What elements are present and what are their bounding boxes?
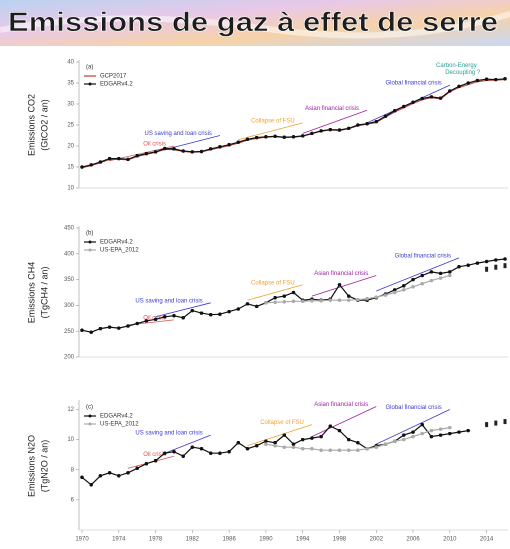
trend-line	[311, 406, 377, 437]
page-title: Emissions de gaz à effet de serre	[8, 7, 498, 37]
y-tick-label: 20	[67, 144, 74, 150]
trend-line	[376, 409, 450, 445]
y-tick-label: 25	[67, 123, 74, 129]
title-banner	[0, 0, 510, 46]
y-tick-label: 10	[67, 186, 74, 192]
legend-label: US-EPA_2012	[100, 422, 139, 428]
legend-label: EDGARv4.2	[100, 82, 133, 88]
annotation: Collapse of FSU	[251, 118, 295, 124]
x-tick-label: 1978	[149, 537, 163, 543]
legend-dot	[88, 422, 92, 426]
y-axis-label: Emissions CH4	[26, 262, 36, 324]
annotation: Carbon-Energy	[436, 63, 477, 69]
trend-line	[155, 302, 211, 318]
series-line	[80, 77, 507, 169]
annotation: Asian financial crisis	[314, 271, 368, 277]
legend-label: EDGARv4.2	[100, 240, 133, 246]
annotation: Decoupling ?	[445, 70, 481, 76]
y-tick-label: 300	[64, 303, 75, 309]
y-axis-label: Emissions N2O	[26, 435, 36, 497]
y-tick-label: 400	[64, 251, 75, 257]
annotation: Global financial crisis	[395, 254, 451, 260]
y-axis-label: Emissions CO2	[26, 94, 36, 156]
x-tick-label: 1974	[112, 537, 126, 543]
trend-line	[311, 275, 377, 297]
trend-line	[376, 257, 460, 292]
annotation: US saving and loan crisis	[135, 431, 202, 437]
x-tick-label: 1998	[333, 537, 347, 543]
y-tick-label: 10	[67, 437, 74, 443]
legend-dot	[88, 82, 92, 86]
x-tick-label: 2014	[480, 537, 494, 543]
legend-label: US-EPA_2012	[100, 248, 139, 254]
banner-streak	[0, 11, 510, 39]
projection-marker	[503, 263, 507, 269]
panel-label: (c)	[86, 405, 93, 411]
annotation: US saving and loan crisis	[145, 131, 212, 137]
y-tick-label: 35	[67, 81, 74, 87]
y-axis-label: (TgN2O / an)	[39, 440, 49, 493]
panel-label: (b)	[86, 231, 93, 237]
y-axis-label: (GtCO2 / an)	[39, 99, 49, 151]
y-tick-label: 15	[67, 165, 74, 171]
legend-dot	[88, 414, 92, 418]
x-tick-label: 1982	[186, 537, 200, 543]
legend-dot	[88, 240, 92, 244]
annotation: Global financial crisis	[385, 405, 441, 411]
legend-label: EDGARv4.2	[100, 414, 133, 420]
annotation: Global financial crisis	[385, 81, 441, 87]
series-line	[264, 273, 452, 305]
projection-marker	[503, 419, 507, 425]
y-tick-label: 8	[71, 467, 75, 473]
y-tick-label: 12	[67, 407, 74, 413]
series-line	[264, 425, 452, 452]
trend-line	[247, 424, 313, 447]
annotation: Oil crisis	[143, 142, 166, 148]
y-axis-label: (TgCH4 / an)	[39, 266, 49, 318]
y-tick-label: 200	[64, 355, 75, 361]
annotation: Asian financial crisis	[314, 402, 368, 408]
legend-label: GCP2017	[100, 74, 127, 80]
x-tick-label: 2006	[406, 537, 420, 543]
x-tick-label: 1990	[259, 537, 273, 543]
projection-marker	[494, 264, 498, 270]
projection-marker	[485, 422, 489, 428]
annotation: Collapse of FSU	[260, 420, 304, 426]
x-tick-label: 1986	[222, 537, 236, 543]
series-line	[80, 257, 507, 334]
projection-marker	[494, 420, 498, 426]
y-tick-label: 6	[71, 497, 75, 503]
legend-dot	[88, 248, 92, 252]
y-tick-label: 350	[64, 277, 75, 283]
x-tick-label: 2002	[370, 537, 384, 543]
x-tick-label: 1994	[296, 537, 310, 543]
x-tick-label: 2010	[443, 537, 457, 543]
y-tick-label: 40	[67, 60, 74, 66]
panel-label: (a)	[86, 65, 93, 71]
annotation: Asian financial crisis	[305, 106, 359, 112]
projection-marker	[485, 266, 489, 272]
annotation: Collapse of FSU	[251, 280, 295, 286]
y-tick-label: 250	[64, 329, 75, 335]
x-tick-label: 1970	[75, 537, 89, 543]
y-tick-label: 30	[67, 102, 74, 108]
annotation: US saving and loan crisis	[135, 298, 202, 304]
y-tick-label: 450	[64, 226, 75, 232]
